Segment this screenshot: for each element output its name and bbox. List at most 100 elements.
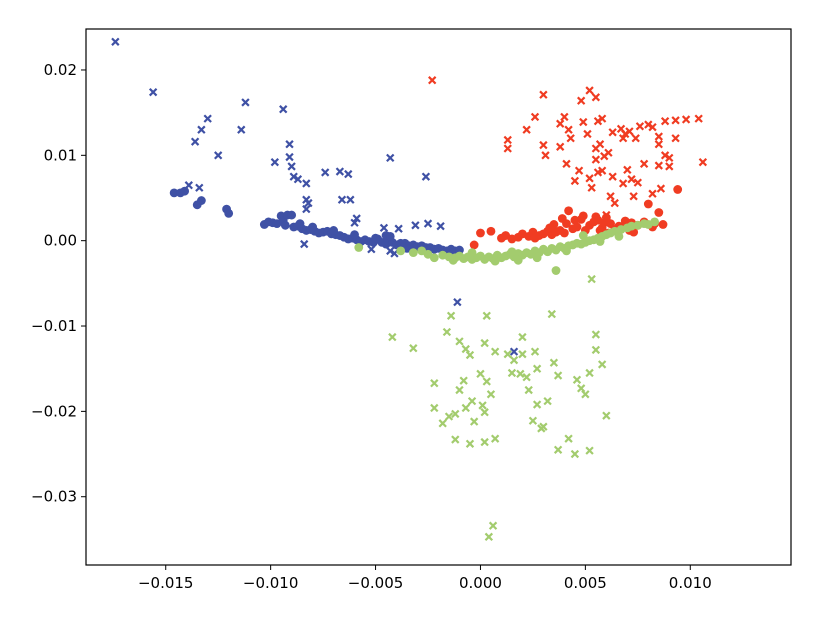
cross-point (430, 379, 439, 388)
cross-point (583, 129, 592, 139)
cross-point (644, 120, 653, 129)
cross-point (591, 345, 601, 355)
cross-point (285, 140, 294, 149)
cross-point (522, 373, 531, 382)
cross-point (587, 183, 596, 192)
cross-point (386, 153, 395, 163)
cross-point (507, 368, 517, 378)
circle-point (654, 208, 664, 217)
cross-point (518, 350, 527, 359)
circle-point (564, 206, 573, 216)
y-axis: 0.02 0.01 0.00 −0.01 −0.02 −0.03 (31, 61, 86, 506)
cross-point (556, 119, 565, 128)
cross-point (694, 114, 703, 123)
cross-point (549, 358, 559, 367)
cross-point (560, 112, 569, 122)
cross-point (467, 396, 477, 406)
cross-point (577, 96, 586, 105)
cross-point (436, 221, 445, 231)
cross-point (579, 117, 588, 127)
cross-point (556, 142, 565, 151)
cross-point (287, 162, 296, 171)
cross-point (484, 532, 494, 542)
circle-point (643, 199, 653, 209)
x-axis: −0.015 −0.010 −0.005 0.000 0.005 0.010 (138, 565, 712, 592)
cross-point (490, 347, 500, 356)
cross-point (321, 168, 330, 177)
cross-point (591, 155, 601, 164)
circle-point (371, 233, 380, 243)
cross-point (423, 219, 433, 228)
cross-point (442, 327, 452, 337)
y-tick-label: 0.02 (44, 61, 77, 79)
cross-point (516, 369, 525, 378)
cross-point (671, 134, 680, 143)
cross-point (608, 128, 617, 137)
cross-point (608, 172, 617, 181)
cross-point (648, 189, 657, 198)
cross-point (453, 297, 462, 307)
cross-point (337, 195, 347, 204)
cross-point (148, 87, 158, 97)
circle-point (396, 246, 406, 256)
cross-point (190, 137, 200, 146)
y-tick-label: 0.01 (44, 146, 77, 164)
series-1 (111, 37, 519, 356)
cross-point (503, 135, 512, 145)
cross-point (465, 439, 475, 448)
circle-point (467, 248, 477, 258)
data-points (111, 37, 708, 542)
cross-point (428, 76, 437, 85)
y-tick-label: −0.02 (31, 402, 77, 420)
circle-point (557, 214, 567, 223)
cross-point (593, 117, 603, 126)
cross-point (241, 98, 250, 107)
cross-point (214, 151, 223, 160)
cross-point (539, 90, 548, 99)
cross-point (532, 400, 542, 409)
y-tick-label: −0.03 (31, 488, 77, 506)
cross-point (553, 371, 563, 380)
cross-point (539, 422, 548, 431)
cross-point (197, 125, 206, 134)
y-tick-label: 0.00 (44, 232, 77, 250)
cross-point (482, 311, 491, 320)
cross-point (665, 153, 674, 163)
cross-point (600, 151, 609, 161)
circle-point (280, 220, 290, 230)
cross-point (388, 332, 397, 342)
cross-point (509, 355, 519, 365)
cross-point (509, 347, 519, 356)
circle-point (614, 232, 624, 241)
cross-point (629, 192, 638, 201)
cross-point (455, 337, 464, 346)
cross-point (394, 224, 403, 233)
cross-point (480, 338, 489, 348)
cross-point (698, 157, 708, 167)
plot-border (85, 28, 792, 566)
y-tick-label: −0.01 (31, 317, 77, 335)
circle-point (180, 186, 190, 196)
plot-area (85, 28, 792, 566)
circle-point (532, 253, 542, 263)
cross-point (593, 168, 603, 177)
cross-point (503, 350, 512, 359)
cross-point (446, 311, 456, 320)
cross-point (648, 122, 657, 132)
cross-point (665, 162, 674, 171)
circle-point (650, 217, 660, 227)
circle-point (429, 253, 439, 263)
cross-point (530, 112, 540, 122)
cross-point (587, 274, 596, 284)
circle-point (551, 266, 561, 275)
cross-point (279, 105, 288, 114)
cross-point (585, 86, 594, 95)
cross-point (409, 344, 418, 353)
cross-point (574, 166, 584, 175)
cross-point (451, 409, 460, 419)
cross-point (289, 172, 298, 181)
cross-point (469, 417, 479, 426)
cross-point (660, 151, 670, 160)
cross-point (581, 390, 590, 399)
cross-point (344, 169, 353, 179)
